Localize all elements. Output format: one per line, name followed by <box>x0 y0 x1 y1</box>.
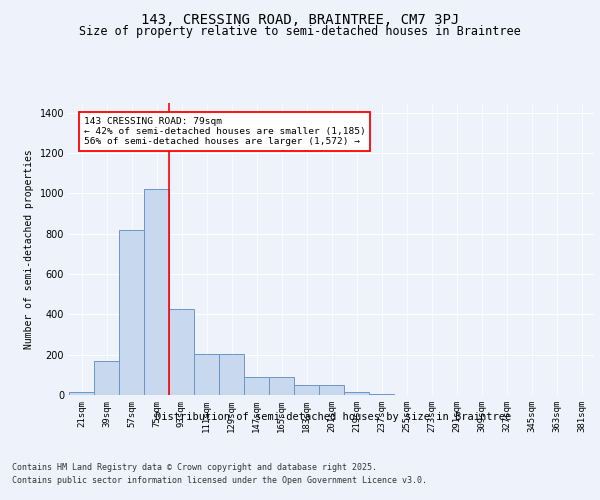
Bar <box>169 310 194 395</box>
Text: Contains HM Land Registry data © Crown copyright and database right 2025.: Contains HM Land Registry data © Crown c… <box>12 462 377 471</box>
Bar <box>369 394 394 395</box>
Bar <box>294 385 319 395</box>
Bar <box>244 377 269 395</box>
Bar <box>269 377 294 395</box>
Bar <box>344 392 369 395</box>
Bar <box>119 230 144 395</box>
Text: Contains public sector information licensed under the Open Government Licence v3: Contains public sector information licen… <box>12 476 427 485</box>
Text: Size of property relative to semi-detached houses in Braintree: Size of property relative to semi-detach… <box>79 25 521 38</box>
Bar <box>219 354 244 395</box>
Bar <box>194 354 219 395</box>
Y-axis label: Number of semi-detached properties: Number of semi-detached properties <box>24 149 34 348</box>
Bar <box>144 189 169 395</box>
Bar <box>319 385 344 395</box>
Text: 143 CRESSING ROAD: 79sqm
← 42% of semi-detached houses are smaller (1,185)
56% o: 143 CRESSING ROAD: 79sqm ← 42% of semi-d… <box>83 116 365 146</box>
Text: 143, CRESSING ROAD, BRAINTREE, CM7 3PJ: 143, CRESSING ROAD, BRAINTREE, CM7 3PJ <box>141 12 459 26</box>
Text: Distribution of semi-detached houses by size in Braintree: Distribution of semi-detached houses by … <box>155 412 511 422</box>
Bar <box>69 392 94 395</box>
Bar <box>94 360 119 395</box>
